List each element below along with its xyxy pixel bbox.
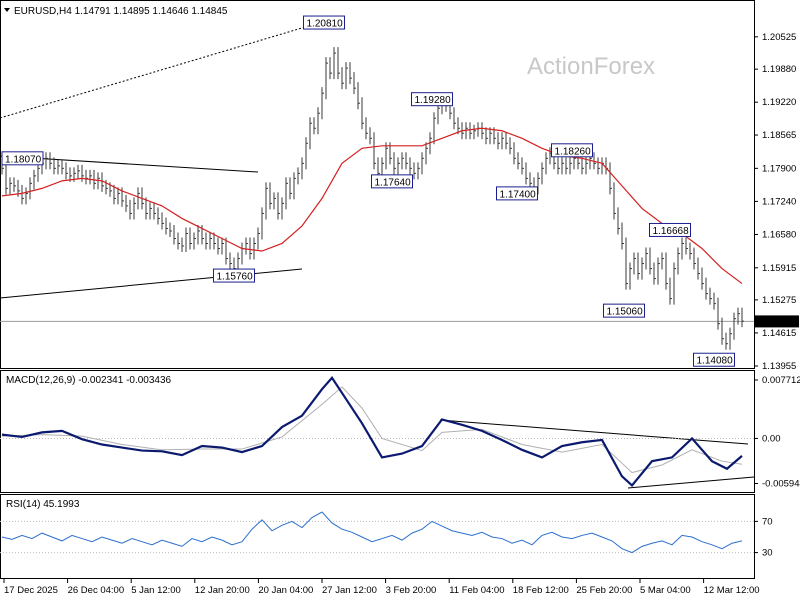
time-tick-label: 17 Dec 2025 [4,585,58,596]
price-tick-label: 1.18565 [762,130,796,141]
time-tick-label: 11 Feb 04:00 [449,585,504,596]
time-tick-label: 27 Jan 12:00 [322,585,377,596]
price-annotation-box [303,15,345,30]
price-annotations: 1.20810 1.18070 1.19280 1.17640 1.17400 1.182… [1,15,735,367]
time-tick-label: 26 Dec 04:00 [68,585,125,596]
rsi-line: 70 30 [0,511,773,559]
price-tick-label: 1.15275 [762,295,796,306]
price-annotation-box [551,143,593,158]
price-annotation-box [371,174,413,189]
price-annotation-box [1,151,44,166]
price-annotation-label: 1.18070 [5,154,42,165]
macd-panel-frame [0,370,755,493]
macd-tick-label: 0.00 [762,433,781,444]
rsi-tick-label: 30 [762,548,773,559]
price-annotation-box [649,222,691,237]
price-annotation-label: 1.17400 [500,189,537,200]
watermark: ActionForex [527,53,655,80]
price-annotation-label: 1.17640 [375,177,412,188]
price-tick-label: 1.13955 [762,361,796,372]
rsi-series [1,511,743,554]
macd-series-signal [1,386,743,474]
time-tick-label: 5 Jan 12:00 [131,585,181,596]
price-tick-label: 1.14615 [762,328,796,339]
price-panel-frame [0,0,755,369]
macd-tick-label: 0.007712 [762,375,800,386]
time-axis: 17 Dec 2025 26 Dec 04:00 5 Jan 12:00 12 Jan… [3,579,760,596]
price-annotation-box [496,186,538,201]
time-tick-label: 20 Jan 04:00 [258,585,313,596]
macd-lines: 0.007712 0.00 -0.005944 [0,375,800,490]
time-tick-label: 3 Feb 20:00 [386,585,437,596]
price-tick-label: 1.15915 [762,263,796,274]
moving-average [1,127,743,285]
price-tick-label: 1.19880 [762,64,796,75]
time-tick-label: 12 Mar 12:00 [704,585,760,596]
price-annotation-label: 1.14080 [697,356,734,367]
price-tick-label: 1.17900 [762,163,796,174]
current-price-tag [755,315,799,328]
lower-trendline-left[interactable] [0,268,303,299]
time-tick-label: 12 Jan 20:00 [195,585,250,596]
dashed-trendline[interactable] [0,21,323,119]
price-annotation-label: 1.15060 [607,307,644,318]
ma-line [1,127,743,285]
price-tick-label: 1.19220 [762,97,796,108]
price-annotation-label: 1.18260 [555,146,592,157]
price-annotation-box [213,268,255,283]
price-tick-label: 1.16580 [762,229,796,240]
macd-lower-trendline[interactable] [627,476,755,489]
macd-series-macd [1,375,743,488]
price-annotation-label: 1.16668 [653,226,690,237]
symbol-dropdown-icon[interactable] [4,8,10,12]
macd-header: MACD(12,26,9) -0.002341 -0.003436 [6,375,172,386]
current-price-label: 1.14845 [758,317,792,328]
rsi-header: RSI(14) 45.1993 [6,499,80,510]
time-tick-label: 18 Feb 12:00 [513,585,569,596]
price-annotation-box [603,303,645,318]
time-tick-label: 5 Mar 04:00 [640,585,691,596]
price-axis: 1.20525 1.19880 1.19220 1.18565 1.17900 1.172… [754,32,799,372]
price-annotation-label: 1.20810 [307,19,344,30]
price-bars [1,47,744,350]
price-annotation-box [411,92,453,107]
rsi-panel-frame [0,494,755,579]
price-annotation-box [693,352,735,367]
macd-upper-trendline[interactable] [439,419,749,445]
time-tick-label: 25 Feb 20:00 [576,585,632,596]
price-header: EURUSD,H4 1.14791 1.14895 1.14646 1.1484… [14,6,228,17]
rsi-tick-label: 70 [762,516,773,527]
price-tick-label: 1.17240 [762,196,796,207]
price-annotation-label: 1.19280 [415,95,452,106]
macd-tick-label: -0.005944 [762,479,800,490]
price-tick-label: 1.20525 [762,32,796,43]
price-annotation-label: 1.15760 [217,272,254,283]
